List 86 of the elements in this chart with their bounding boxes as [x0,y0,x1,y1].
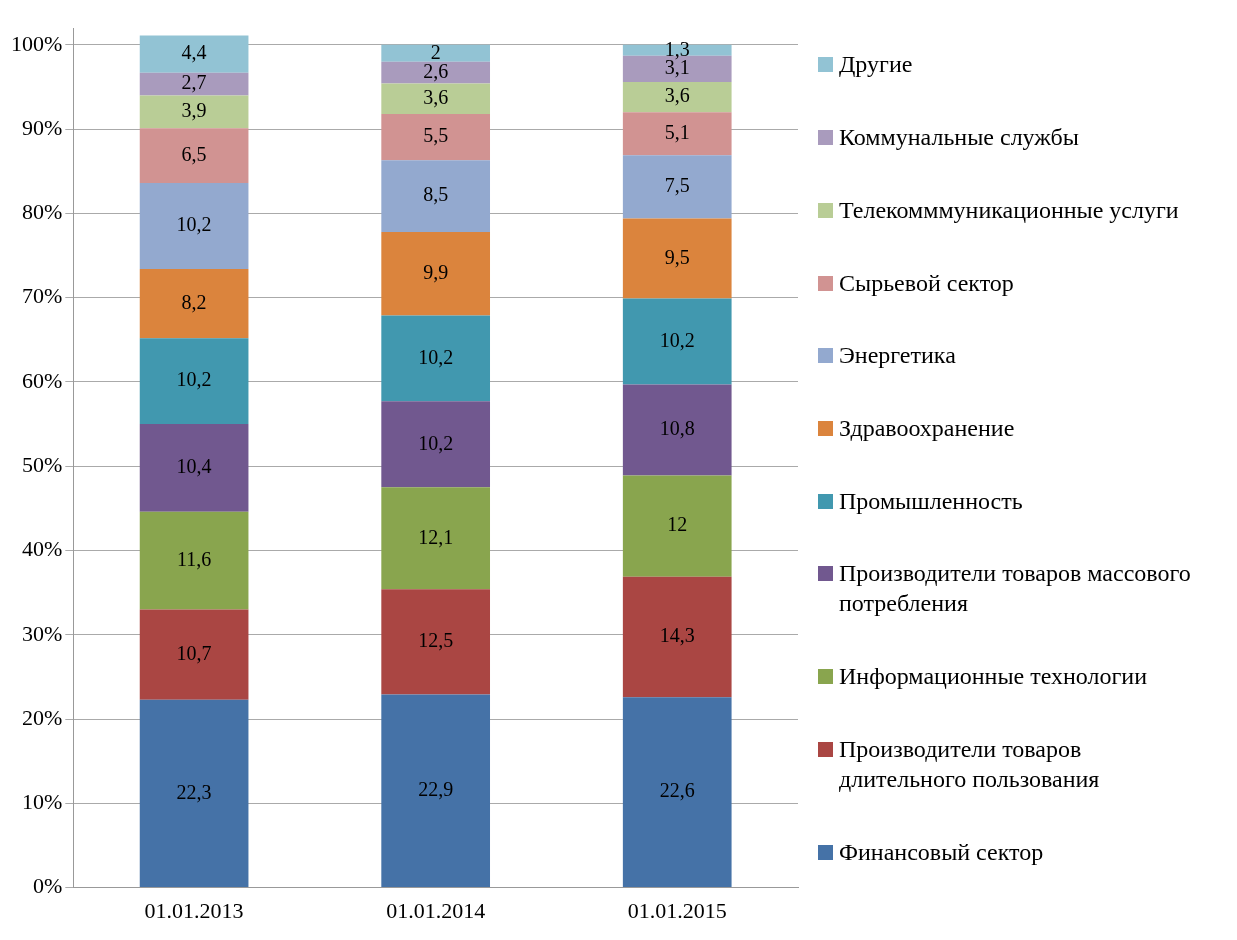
data-label: 12,1 [418,525,454,548]
x-tick-label: 01.01.2014 [386,897,486,923]
bar [381,487,491,590]
data-label: 22,3 [176,780,212,803]
legend-label: Информационные технологии [839,662,1148,692]
data-label: 12 [667,513,688,536]
legend-label: Производители товаров длительного пользования [839,734,1101,794]
data-label: 10,2 [418,345,454,368]
bar [381,589,491,695]
bar [139,609,249,700]
data-label: 3,6 [423,86,449,109]
bar [381,44,491,62]
data-label: 9,9 [423,260,449,283]
data-label: 11,6 [176,547,212,570]
y-tick-label: 50% [22,452,63,478]
bar [139,35,249,73]
bar [381,61,491,84]
bar [622,155,732,219]
bar [622,384,732,476]
data-label: 10,2 [176,368,212,391]
y-tick-label: 90% [22,114,63,140]
legend-label: Промышленность [839,486,1023,516]
y-tick-label: 40% [22,536,63,562]
bar [139,699,249,888]
bar [381,113,491,161]
y-tick-label: 0% [33,873,63,899]
bar [622,697,732,888]
bar [381,83,491,114]
legend-label: Производители товаров массового потребления [839,559,1192,619]
bar [139,128,249,184]
data-label: 2,7 [181,71,207,94]
y-tick-label: 30% [22,620,63,646]
data-label: 4,4 [181,41,207,64]
bar [381,401,491,488]
bar [139,338,249,425]
bar [139,183,249,270]
data-label: 10,7 [176,641,212,664]
data-label: 5,1 [664,121,690,144]
bar [381,694,491,888]
data-label: 8,2 [181,290,207,313]
bar [622,112,732,156]
y-tick-label: 20% [22,704,63,730]
y-tick-label: 60% [22,367,63,393]
data-label: 3,6 [664,84,690,107]
data-label: 1,3 [664,37,690,60]
bar [381,315,491,402]
data-label: 3,9 [181,99,207,122]
bar [381,160,491,232]
y-tick-label: 70% [22,283,63,309]
legend-label: Энергетика [839,341,956,371]
data-label: 7,5 [664,174,690,197]
legend-label: Здравоохранение [839,413,1015,443]
bar [139,269,249,339]
data-label: 22,6 [659,779,695,802]
bar [622,475,732,577]
y-tick-label: 80% [22,199,63,225]
data-label: 10,4 [176,455,212,478]
data-label: 6,5 [181,142,207,165]
legend-label: Телекомммуникационные услуги [839,195,1179,225]
data-label: 5,5 [423,124,449,147]
bar [622,81,732,113]
bar [381,231,491,316]
data-label: 10,2 [418,431,454,454]
bar [139,95,249,129]
bar [139,424,249,512]
data-label: 22,9 [418,778,454,801]
bar [622,576,732,698]
legend-label: Другие [839,50,913,80]
bar [139,72,249,96]
bar [622,298,732,385]
data-label: 14,3 [659,624,695,647]
x-tick-label: 01.01.2015 [627,897,727,923]
data-label: 10,2 [659,328,695,351]
legend-label: Коммунальные службы [839,123,1079,153]
y-tick-label: 100% [11,30,63,56]
legend-label: Сырьевой сектор [839,268,1014,298]
data-label: 12,5 [418,629,454,652]
data-label: 8,5 [423,183,449,206]
bar [622,218,732,299]
data-label: 10,8 [659,417,695,440]
bar [139,511,249,610]
y-tick-label: 10% [22,789,63,815]
x-tick-label: 01.01.2013 [144,897,244,923]
legend-label: Финансовый сектор [839,837,1044,867]
data-label: 10,2 [176,213,212,236]
data-label: 9,5 [664,245,690,268]
